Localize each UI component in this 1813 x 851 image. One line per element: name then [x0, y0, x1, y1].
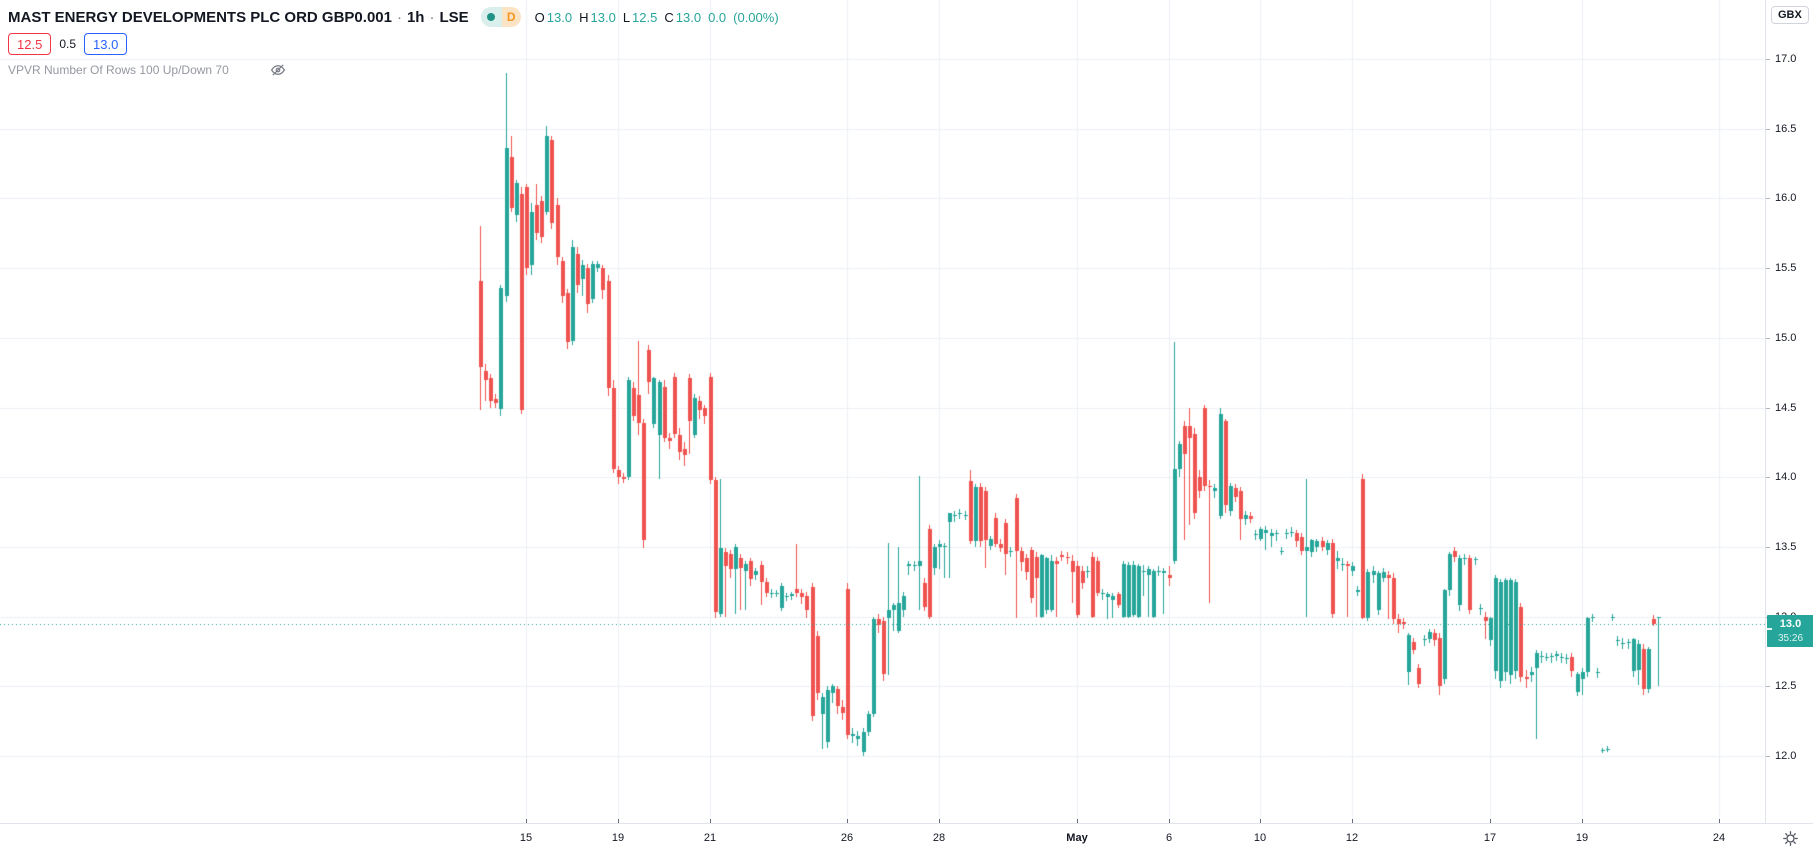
price-tick-label: 17.0	[1775, 53, 1797, 65]
time-tick-mark	[1169, 819, 1170, 823]
time-tick-mark	[939, 819, 940, 823]
price-tick-mark	[1766, 129, 1770, 130]
time-tick-label: 12	[1345, 832, 1359, 844]
price-tick-label: 12.0	[1775, 750, 1797, 762]
change-value: 0.0	[708, 9, 727, 25]
price-tick-label: 16.0	[1775, 192, 1797, 205]
price-tick-mark	[1766, 686, 1770, 687]
time-axis[interactable]: 15 19 21 26 28 May 6 10 12 17 19 24	[0, 823, 1813, 851]
price-tick-mark	[1766, 547, 1770, 548]
price-tick-mark	[1766, 408, 1770, 409]
price-tick-mark	[1766, 756, 1770, 757]
market-open-dot-icon	[480, 7, 502, 27]
time-tick-mark	[526, 819, 527, 823]
low-label: L	[622, 9, 631, 25]
candlestick-chart[interactable]	[0, 0, 1765, 822]
time-tick-label: 21	[703, 832, 717, 844]
indicator-title: VPVR Number Of Rows 100 Up/Down 70	[8, 63, 229, 77]
price-tick-mark	[1766, 268, 1770, 269]
time-tick-label: 26	[840, 832, 854, 844]
time-tick-mark	[847, 819, 848, 823]
time-axis-settings-gear-icon[interactable]	[1782, 830, 1799, 847]
bid-ask-row: 12.5 0.5 13.0	[8, 33, 786, 55]
time-tick-label: May	[1066, 832, 1088, 844]
time-tick-mark	[1352, 819, 1353, 823]
interval-label[interactable]: 1h	[406, 8, 425, 26]
time-tick-label: 19	[611, 832, 625, 844]
close-label: C	[664, 9, 674, 25]
time-tick-label: 24	[1712, 832, 1726, 844]
price-tick-label: 15.0	[1775, 331, 1797, 344]
close-value: 13.0	[675, 9, 702, 25]
price-tick-mark	[1766, 198, 1770, 199]
currency-toggle-button[interactable]: GBX	[1771, 6, 1809, 24]
price-axis[interactable]: GBX 13.0 35:26 17.0 16.5 16.0 15.5 15.0 14.5 1…	[1765, 0, 1813, 823]
time-tick-label: 28	[932, 832, 946, 844]
time-tick-label: 19	[1575, 832, 1589, 844]
chart-legend: MAST ENERGY DEVELOPMENTS PLC ORD GBP0.00…	[8, 6, 786, 79]
high-value: 13.0	[590, 9, 616, 25]
price-tick-mark	[1766, 338, 1770, 339]
exchange-label[interactable]: LSE	[439, 8, 469, 26]
spread-value: 0.5	[59, 37, 76, 51]
price-tick-label: 12.5	[1775, 680, 1797, 693]
symbol-row: MAST ENERGY DEVELOPMENTS PLC ORD GBP0.00…	[8, 6, 786, 28]
open-value: 13.0	[546, 9, 573, 25]
price-tick-label: 13.5	[1775, 540, 1797, 553]
time-tick-mark	[1582, 819, 1583, 823]
ohlc-readout: O 13.0 H 13.0 L 12.5 C 13.0 0.0 (0.00%)	[535, 10, 786, 25]
low-value: 12.5	[632, 9, 658, 25]
time-tick-mark	[710, 819, 711, 823]
open-label: O	[534, 9, 545, 25]
price-tick-label: 16.5	[1775, 122, 1797, 135]
time-tick-mark	[1260, 819, 1261, 823]
indicator-row: VPVR Number Of Rows 100 Up/Down 70	[8, 61, 786, 79]
price-tick-mark	[1766, 59, 1770, 60]
time-tick-mark	[618, 819, 619, 823]
market-status-badge[interactable]: D	[480, 7, 521, 27]
buy-ask-button[interactable]: 13.0	[84, 33, 128, 55]
time-tick-label: 6	[1165, 832, 1173, 844]
time-tick-label: 17	[1483, 832, 1497, 844]
price-tick-mark	[1766, 477, 1770, 478]
price-tick-label: 15.5	[1775, 262, 1797, 275]
price-tick-label: 14.0	[1775, 471, 1797, 484]
time-tick-mark	[1719, 819, 1720, 823]
last-price-value: 13.0	[1779, 618, 1802, 630]
time-tick-mark	[1490, 819, 1491, 823]
price-tick-label: 14.5	[1775, 401, 1797, 414]
bar-countdown: 35:26	[1777, 633, 1804, 644]
delayed-data-icon: D	[501, 7, 521, 27]
sell-bid-button[interactable]: 12.5	[8, 33, 52, 55]
high-label: H	[579, 9, 589, 25]
hide-indicator-eye-icon[interactable]	[269, 61, 287, 79]
change-percent: (0.00%)	[733, 9, 779, 25]
symbol-title[interactable]: MAST ENERGY DEVELOPMENTS PLC ORD GBP0.00…	[8, 8, 392, 26]
time-tick-label: 10	[1253, 832, 1267, 844]
separator-dot: ·	[429, 8, 435, 26]
time-tick-label: 15	[519, 832, 533, 844]
separator-dot: ·	[396, 8, 402, 26]
last-price-badge: 13.0 35:26	[1767, 615, 1813, 647]
time-tick-mark	[1077, 819, 1078, 823]
